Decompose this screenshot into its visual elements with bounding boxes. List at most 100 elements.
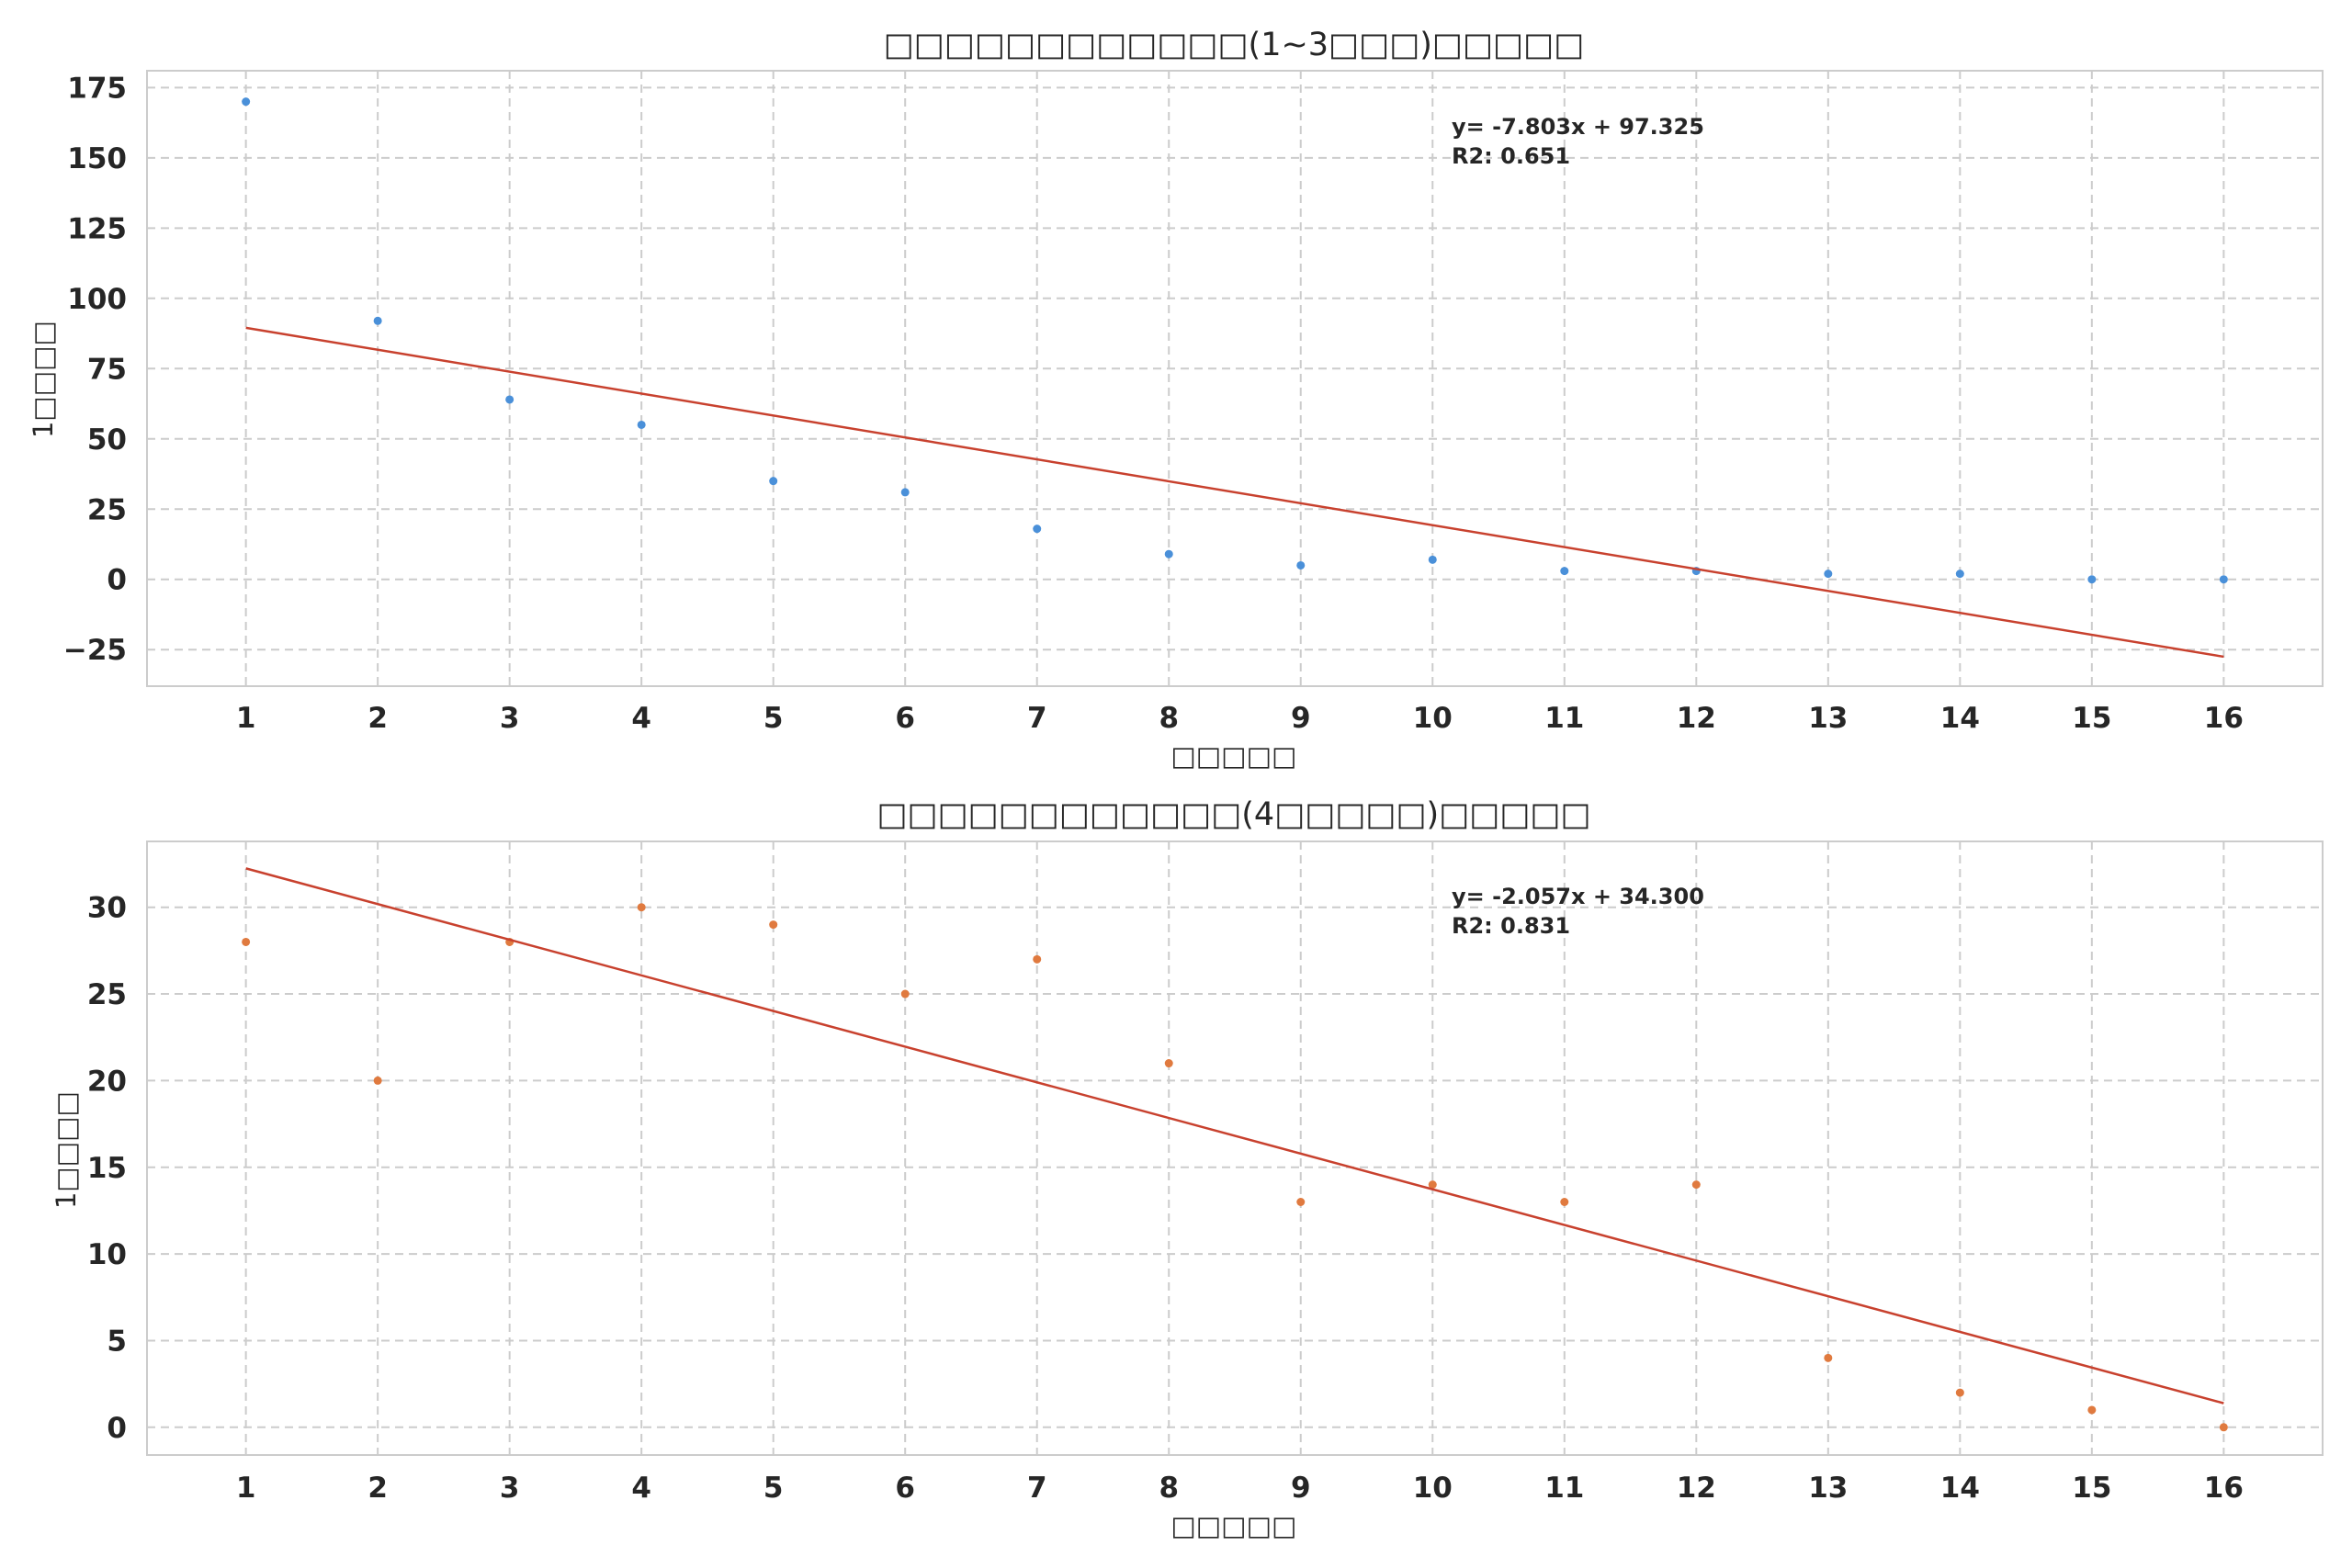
chart-title: □□□□□□□□□□□□(1~3□□□)□□□□□ [884, 27, 1585, 63]
y-tick-label: 175 [67, 72, 127, 105]
y-tick-label: 25 [87, 493, 127, 526]
grid [147, 841, 2323, 1455]
data-point [2219, 1423, 2228, 1432]
x-tick-label: 13 [1808, 702, 1848, 735]
data-point [2219, 575, 2228, 584]
y-tick-label: 20 [87, 1065, 127, 1098]
data-point [242, 937, 251, 946]
x-tick-label: 12 [1677, 1472, 1716, 1505]
x-tick-label: 14 [1940, 1472, 1980, 1505]
trend-line [245, 867, 2224, 1404]
x-tick-label: 4 [631, 1472, 651, 1505]
y-ticks: 0 5 10 15 20 25 30 [87, 892, 127, 1445]
data-point [1296, 560, 1306, 570]
equation-label: y= -2.057x + 34.300 [1452, 884, 1704, 909]
data-points [242, 97, 2228, 584]
x-tick-label: 6 [895, 702, 915, 735]
trend-line [245, 326, 2224, 659]
data-point [1296, 1197, 1306, 1206]
y-tick-label: −25 [63, 634, 127, 667]
data-point [637, 903, 646, 912]
data-point [505, 395, 514, 404]
r2-label: R2: 0.831 [1452, 913, 1570, 939]
y-tick-label: 30 [87, 892, 127, 925]
data-point [1164, 549, 1173, 558]
x-tick-label: 16 [2204, 702, 2244, 735]
y-tick-label: 15 [87, 1152, 127, 1185]
r2-label: R2: 0.651 [1452, 143, 1570, 169]
x-tick-label: 3 [500, 702, 520, 735]
x-tick-label: 7 [1027, 702, 1047, 735]
data-point [900, 488, 910, 497]
x-tick-label: 2 [368, 1472, 388, 1505]
data-point [1560, 1197, 1569, 1206]
x-axis-label: □□□□□ [1171, 1510, 1297, 1541]
data-point [769, 920, 778, 930]
y-tick-label: 0 [107, 1412, 127, 1445]
x-tick-label: 8 [1159, 702, 1179, 735]
data-point [1428, 555, 1437, 564]
x-tick-label: 13 [1808, 1472, 1848, 1505]
data-point [1033, 525, 1042, 534]
y-tick-label: 25 [87, 978, 127, 1011]
y-tick-label: 125 [67, 212, 127, 245]
x-tick-label: 14 [1940, 702, 1980, 735]
y-tick-label: 50 [87, 423, 127, 457]
x-tick-label: 1 [236, 1472, 256, 1505]
y-tick-label: 75 [87, 353, 127, 386]
x-tick-label: 11 [1544, 702, 1584, 735]
x-tick-label: 2 [368, 702, 388, 735]
data-point [1033, 954, 1042, 964]
x-tick-label: 9 [1291, 1472, 1311, 1505]
x-tick-label: 3 [500, 1472, 520, 1505]
x-tick-label: 9 [1291, 702, 1311, 735]
data-point [769, 477, 778, 486]
data-point [373, 316, 382, 325]
y-tick-label: 10 [87, 1238, 127, 1271]
data-point [1691, 1180, 1701, 1190]
data-point [1955, 1388, 1964, 1397]
x-tick-label: 1 [236, 702, 256, 735]
x-tick-label: 11 [1544, 1472, 1584, 1505]
data-point [637, 420, 646, 429]
x-tick-label: 15 [2072, 702, 2111, 735]
chart-title: □□□□□□□□□□□□(4□□□□□)□□□□□ [876, 796, 1590, 833]
data-point [1824, 570, 1833, 579]
x-axis-label: □□□□□ [1171, 740, 1297, 772]
x-ticks: 1 2 3 4 5 6 7 8 9 10 11 12 13 14 15 16 [236, 1472, 2244, 1505]
x-tick-label: 4 [631, 702, 651, 735]
data-point [1560, 567, 1569, 576]
data-point [2087, 1405, 2097, 1415]
plot-frame [146, 70, 2324, 687]
y-tick-label: 150 [67, 142, 127, 175]
x-tick-label: 6 [895, 1472, 915, 1505]
data-point [373, 1076, 382, 1085]
x-tick-label: 5 [763, 702, 784, 735]
data-point [900, 989, 910, 998]
y-ticks: −25 0 25 50 75 100 125 150 175 [63, 72, 127, 667]
equation-label: y= -7.803x + 97.325 [1452, 114, 1704, 140]
x-tick-label: 7 [1027, 1472, 1047, 1505]
data-point [1164, 1059, 1173, 1068]
data-point [1955, 570, 1964, 579]
y-tick-label: 100 [67, 283, 127, 316]
y-tick-label: 5 [107, 1325, 127, 1358]
x-tick-label: 5 [763, 1472, 784, 1505]
x-tick-label: 12 [1677, 702, 1716, 735]
data-point [2087, 575, 2097, 584]
chart-panel-1: □□□□□□□□□□□□(1~3□□□)□□□□□ −2502550751001… [28, 27, 2324, 772]
data-point [1824, 1353, 1833, 1362]
x-tick-label: 10 [1413, 1472, 1453, 1505]
x-ticks: 1 2 3 4 5 6 7 8 9 10 11 12 13 14 15 16 [236, 702, 2244, 735]
x-tick-label: 16 [2204, 1472, 2244, 1505]
grid [147, 71, 2323, 686]
data-points [242, 903, 2228, 1432]
data-point [242, 97, 251, 107]
y-tick-label: 0 [107, 564, 127, 597]
x-tick-label: 8 [1159, 1472, 1179, 1505]
x-tick-label: 10 [1413, 702, 1453, 735]
y-axis-label: 1□□□□ [51, 1091, 82, 1209]
x-tick-label: 15 [2072, 1472, 2111, 1505]
